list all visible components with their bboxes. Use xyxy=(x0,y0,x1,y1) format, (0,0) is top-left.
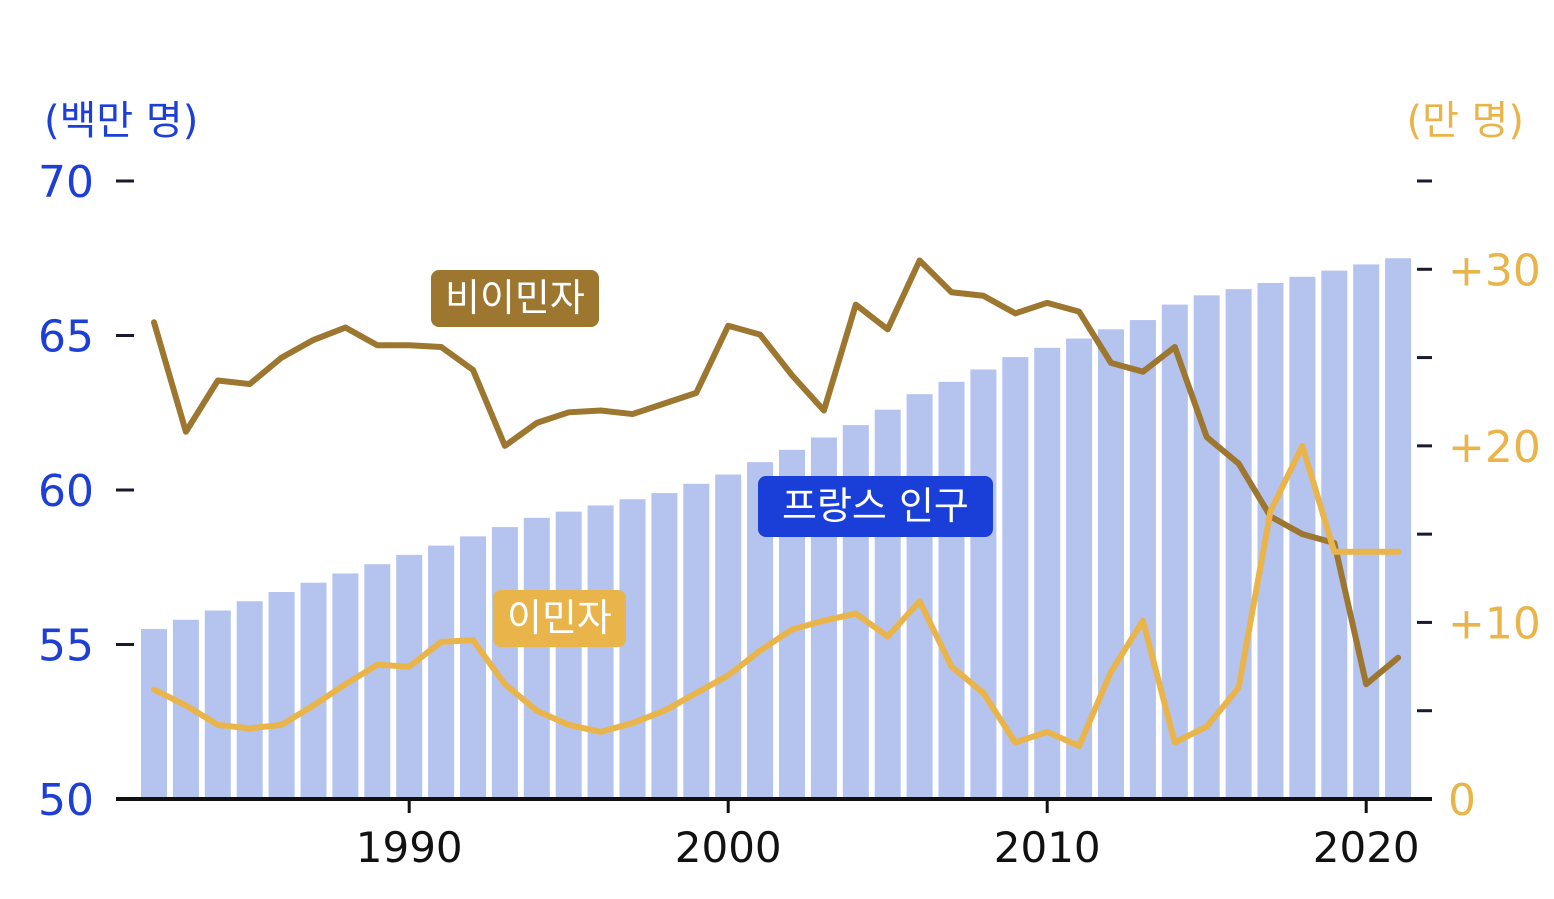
x-axis-tick-label: 2020 xyxy=(1313,823,1420,872)
left-axis-tick-label: 55 xyxy=(38,621,94,672)
population-bar xyxy=(1385,258,1412,799)
immigrant-line xyxy=(151,442,1402,750)
population-bar xyxy=(1321,270,1348,799)
x-axis-tick-label: 2010 xyxy=(994,823,1101,872)
population-bar xyxy=(651,493,678,799)
population-bar xyxy=(1257,282,1284,800)
right-axis-unit: (만 명) xyxy=(1406,98,1524,144)
left-axis-tick-label: 60 xyxy=(38,466,94,517)
right-axis-tick-label: +20 xyxy=(1448,422,1541,473)
population-bar xyxy=(364,564,391,799)
x-axis-tick-label: 1990 xyxy=(356,823,463,872)
population-bar xyxy=(619,499,646,799)
non-immigrant-line xyxy=(151,257,1402,688)
population-bar xyxy=(587,505,614,799)
population-label: 프랑스 인구 xyxy=(758,476,993,538)
population-bar xyxy=(523,517,550,799)
population-bar xyxy=(715,474,742,799)
population-bar xyxy=(683,483,710,799)
population-bar xyxy=(874,409,901,799)
population-bar xyxy=(1353,264,1380,799)
population-bar xyxy=(1098,329,1124,799)
population-bar xyxy=(1034,347,1061,799)
population-bar xyxy=(555,511,582,799)
x-axis-tick-label: 2000 xyxy=(675,823,782,872)
population-bar xyxy=(236,601,263,799)
left-axis-tick-label: 70 xyxy=(38,157,94,208)
population-bar xyxy=(396,554,423,799)
right-axis-tick-label: 0 xyxy=(1448,775,1476,826)
right-axis-tick-label: +30 xyxy=(1448,245,1541,296)
population-bar xyxy=(141,629,167,799)
right-axis-tick-label: +10 xyxy=(1448,598,1541,649)
left-axis-tick-label: 65 xyxy=(38,312,94,363)
population-bar xyxy=(268,591,295,799)
population-bar xyxy=(491,527,518,799)
population-bar xyxy=(300,582,327,799)
non-immigrant-label: 비이민자 xyxy=(431,270,599,328)
population-bar xyxy=(970,369,997,799)
population-bar xyxy=(204,610,231,799)
left-axis-tick-label: 50 xyxy=(38,775,94,826)
immigrant-label: 이민자 xyxy=(493,590,626,648)
population-bar xyxy=(906,394,933,799)
population-bar xyxy=(428,545,455,799)
population-bar xyxy=(1129,320,1156,799)
population-bar xyxy=(1225,289,1252,799)
population-bar xyxy=(938,381,965,799)
left-axis-unit: (백만 명) xyxy=(44,98,199,144)
population-bar xyxy=(460,536,486,799)
